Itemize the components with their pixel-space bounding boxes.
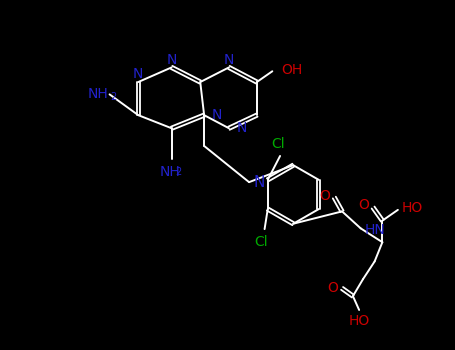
Text: N: N [224, 52, 234, 66]
Text: NH: NH [160, 165, 180, 179]
Text: N: N [237, 121, 247, 135]
Text: O: O [327, 281, 338, 295]
Text: Cl: Cl [254, 234, 268, 248]
Text: 2: 2 [110, 92, 116, 102]
Text: OH: OH [282, 63, 303, 77]
Text: N: N [212, 108, 222, 122]
Text: HO: HO [402, 201, 423, 215]
Text: N: N [167, 52, 177, 66]
Text: Cl: Cl [272, 137, 285, 151]
Text: N: N [132, 67, 143, 81]
Text: N: N [254, 175, 265, 190]
Text: 2: 2 [176, 167, 182, 177]
Text: O: O [359, 198, 369, 212]
Text: HO: HO [349, 314, 370, 328]
Text: NH: NH [87, 86, 108, 100]
Text: O: O [319, 189, 330, 203]
Text: HN: HN [364, 223, 385, 237]
